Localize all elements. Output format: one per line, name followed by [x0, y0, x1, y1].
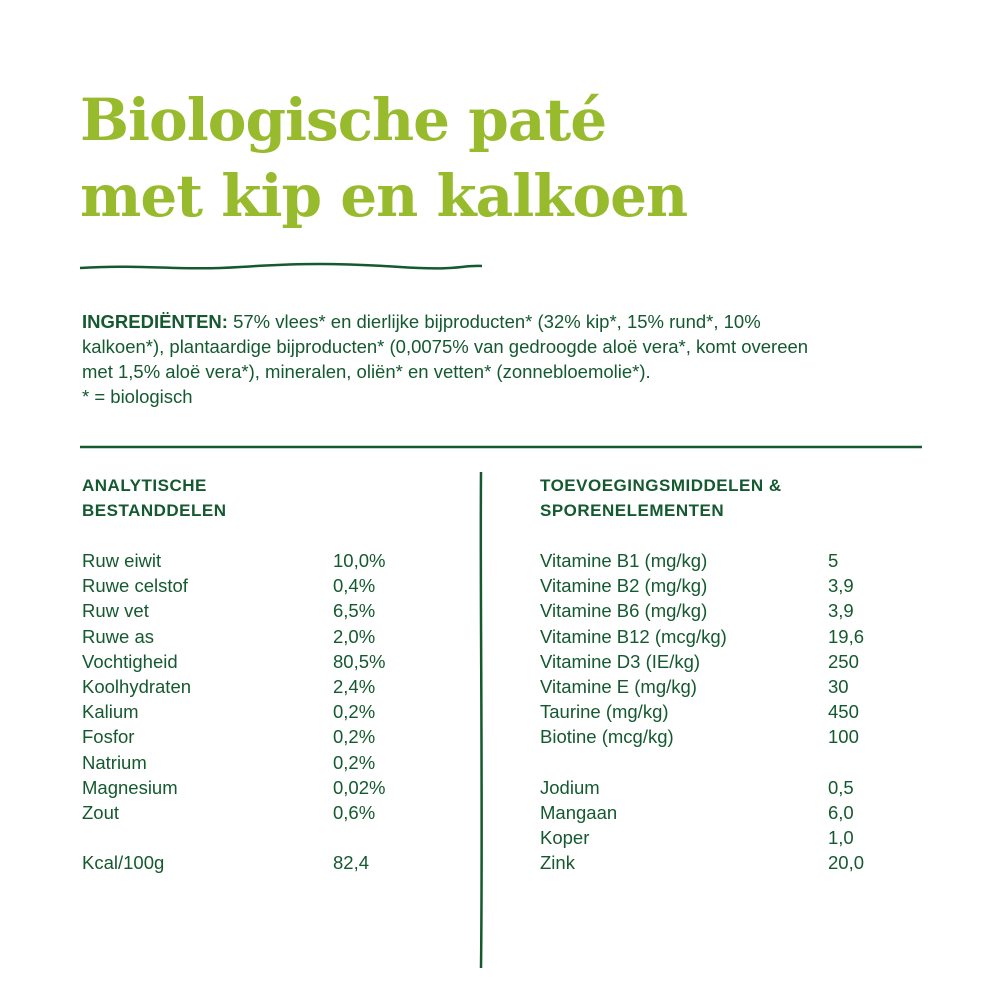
heading-line: ANALYTISCHE	[82, 476, 207, 495]
title-line-1: Biologische paté	[80, 86, 607, 154]
row-value: 0,02%	[333, 776, 386, 798]
row-label: Kalium	[82, 701, 139, 723]
row-value: 0,6%	[333, 801, 376, 823]
row-label: Kcal/100g	[82, 852, 165, 874]
additives-table: Vitamine B1 (mg/kg) 5 Vitamine B2 (mg/kg) 3…	[540, 548, 940, 875]
analytical-table: Ruw eiwit 10,0% Ruwe celstof 0,4% Ruw vet 6,5…	[82, 548, 462, 875]
row-label: Vitamine B1 (mg/kg)	[540, 550, 708, 571]
table-row: Natrium 0,2%	[82, 750, 462, 775]
row-value: 6,5%	[333, 600, 376, 622]
heading-line: SPORENELEMENTEN	[540, 501, 725, 520]
table-row: Fosfor 0,2%	[82, 724, 462, 749]
row-value: 82,4	[333, 852, 370, 874]
table-row: Zout 0,6%	[82, 800, 462, 825]
row-label: Koolhydraten	[82, 675, 192, 697]
row-value: 20,0	[828, 852, 865, 874]
row-value: 30	[828, 675, 849, 697]
horizontal-divider	[79, 445, 923, 449]
row-label: Vochtigheid	[82, 650, 178, 672]
table-row: Vitamine B2 (mg/kg) 3,9	[540, 573, 940, 598]
row-value: 10,0%	[333, 550, 386, 571]
ingredients-line: met 1,5% aloë vera*), mineralen, oliën* …	[82, 361, 651, 382]
table-row: Ruwe as 2,0%	[82, 624, 462, 649]
table-row: Magnesium 0,02%	[82, 775, 462, 800]
table-row: Vitamine B1 (mg/kg) 5	[540, 548, 940, 573]
table-row: Vitamine B6 (mg/kg) 3,9	[540, 598, 940, 623]
title-line-2: met kip en kalkoen	[80, 162, 688, 230]
ingredients-line: kalkoen*), plantaardige bijproducten* (0…	[82, 336, 809, 357]
row-label: Ruwe as	[82, 625, 154, 647]
vertical-divider	[479, 471, 483, 969]
row-label: Vitamine B6 (mg/kg)	[540, 600, 708, 622]
table-row: Ruw vet 6,5%	[82, 598, 462, 623]
ingredients-label: INGREDIËNTEN:	[82, 311, 228, 332]
row-label: Fosfor	[82, 726, 135, 748]
row-label: Magnesium	[82, 776, 178, 798]
row-value: 0,2%	[333, 726, 376, 748]
row-value: 0,4%	[333, 575, 376, 597]
table-row: Ruwe celstof 0,4%	[82, 573, 462, 598]
table-row: Vitamine B12 (mcg/kg) 19,6	[540, 624, 940, 649]
table-row: Vitamine E (mg/kg) 30	[540, 674, 940, 699]
row-label: Zout	[82, 801, 120, 823]
row-label: Biotine (mcg/kg)	[540, 726, 674, 748]
row-label: Koper	[540, 827, 590, 849]
wavy-divider	[79, 262, 483, 270]
analytical-heading: ANALYTISCHE BESTANDDELEN	[82, 473, 227, 523]
row-value: 80,5%	[333, 650, 386, 672]
table-row: Biotine (mcg/kg) 100	[540, 724, 940, 749]
row-value: 2,0%	[333, 625, 376, 647]
ingredients-line: 57% vlees* en dierlijke bijproducten* (3…	[227, 311, 761, 332]
heading-line: TOEVOEGINGSMIDDELEN &	[540, 476, 782, 495]
row-label: Mangaan	[540, 801, 618, 823]
row-label: Jodium	[540, 776, 600, 798]
row-label: Vitamine E (mg/kg)	[540, 675, 697, 697]
row-value: 3,9	[828, 600, 854, 622]
table-row: Kcal/100g 82,4	[82, 850, 462, 875]
table-row: Zink 20,0	[540, 850, 940, 875]
row-value: 6,0	[828, 801, 854, 823]
table-row: Koper 1,0	[540, 825, 940, 850]
additives-heading: TOEVOEGINGSMIDDELEN & SPORENELEMENTEN	[540, 473, 782, 523]
row-value: 3,9	[828, 575, 854, 597]
row-label: Vitamine B2 (mg/kg)	[540, 575, 708, 597]
row-value: 2,4%	[333, 675, 376, 697]
row-label: Vitamine B12 (mcg/kg)	[540, 625, 727, 647]
table-row: Mangaan 6,0	[540, 800, 940, 825]
row-label: Natrium	[82, 751, 147, 773]
row-value: 450	[828, 701, 859, 723]
row-value: 1,0	[828, 827, 854, 849]
row-label: Vitamine D3 (IE/kg)	[540, 650, 701, 672]
table-row: Vitamine D3 (IE/kg) 250	[540, 649, 940, 674]
heading-line: BESTANDDELEN	[82, 501, 227, 520]
row-value: 100	[828, 726, 859, 748]
row-label: Ruw vet	[82, 600, 149, 622]
table-row: Jodium 0,5	[540, 775, 940, 800]
row-label: Taurine (mg/kg)	[540, 701, 669, 723]
row-value: 0,2%	[333, 701, 376, 723]
table-row: Taurine (mg/kg) 450	[540, 699, 940, 724]
table-row: Ruw eiwit 10,0%	[82, 548, 462, 573]
row-value: 19,6	[828, 625, 865, 647]
spacer	[82, 825, 462, 850]
row-value: 250	[828, 650, 859, 672]
table-row: Vochtigheid 80,5%	[82, 649, 462, 674]
table-row: Koolhydraten 2,4%	[82, 674, 462, 699]
row-value: 0,2%	[333, 751, 376, 773]
table-row: Kalium 0,2%	[82, 699, 462, 724]
row-value: 0,5	[828, 776, 854, 798]
row-value: 5	[828, 550, 839, 571]
row-label: Ruw eiwit	[82, 550, 162, 571]
organic-note: * = biologisch	[82, 386, 193, 407]
spacer	[540, 750, 940, 775]
row-label: Ruwe celstof	[82, 575, 188, 597]
ingredients-text: INGREDIËNTEN: 57% vlees* en dierlijke bi…	[82, 309, 932, 409]
row-label: Zink	[540, 852, 575, 874]
page-title: Biologische paté met kip en kalkoen	[80, 82, 688, 234]
